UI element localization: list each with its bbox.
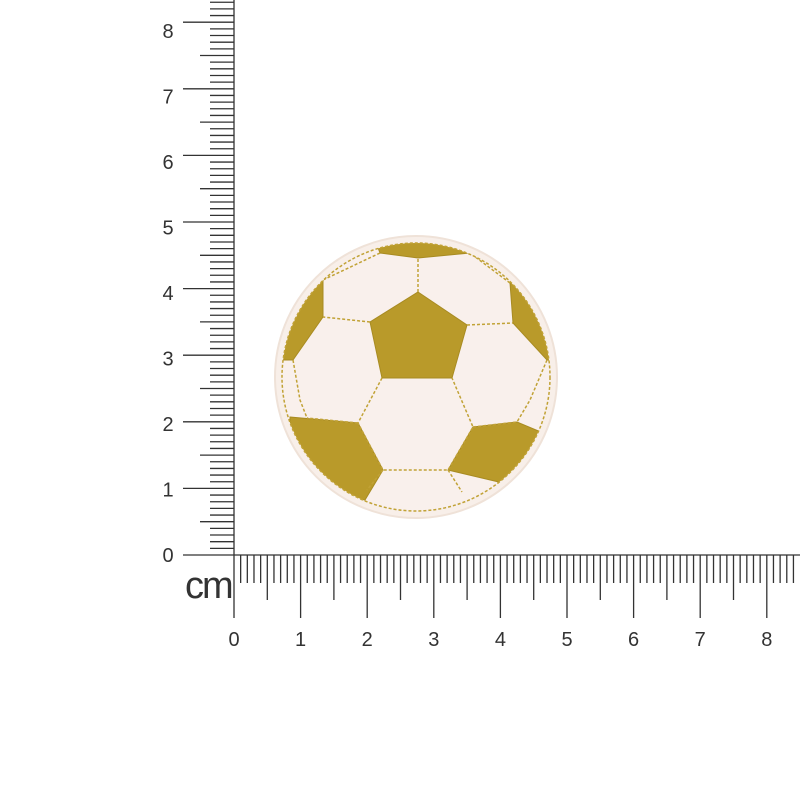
unit-label: cm [185,565,232,607]
horizontal-ruler-labels: 0 1 2 3 4 5 6 7 8 [228,629,772,651]
vertical-ruler-label: 7 [162,87,173,109]
vertical-ruler-label: 0 [162,545,173,567]
vertical-ruler-label: 6 [162,152,173,174]
center-pentagon [369,291,468,379]
vertical-ruler-label: 4 [162,283,173,305]
horizontal-ruler-label: 4 [495,629,506,651]
vertical-ruler-label: 8 [162,21,173,43]
vertical-ruler-label: 2 [162,414,173,436]
vertical-ruler-label: 3 [162,349,173,371]
horizontal-ruler-label: 0 [228,629,239,651]
horizontal-ruler-label: 7 [695,629,706,651]
horizontal-ruler-label: 6 [628,629,639,651]
vertical-ruler-labels: 0 1 2 3 4 5 6 7 8 [162,21,173,567]
ruler [183,0,800,618]
horizontal-ruler-label: 5 [561,629,572,651]
horizontal-ruler-label: 8 [761,629,772,651]
vertical-ruler-label: 1 [162,480,173,502]
soccer-ball-patch [274,235,558,519]
vertical-ruler-label: 5 [162,218,173,240]
horizontal-ruler-label: 1 [295,629,306,651]
horizontal-ruler-label: 2 [362,629,373,651]
horizontal-ruler-label: 3 [428,629,439,651]
